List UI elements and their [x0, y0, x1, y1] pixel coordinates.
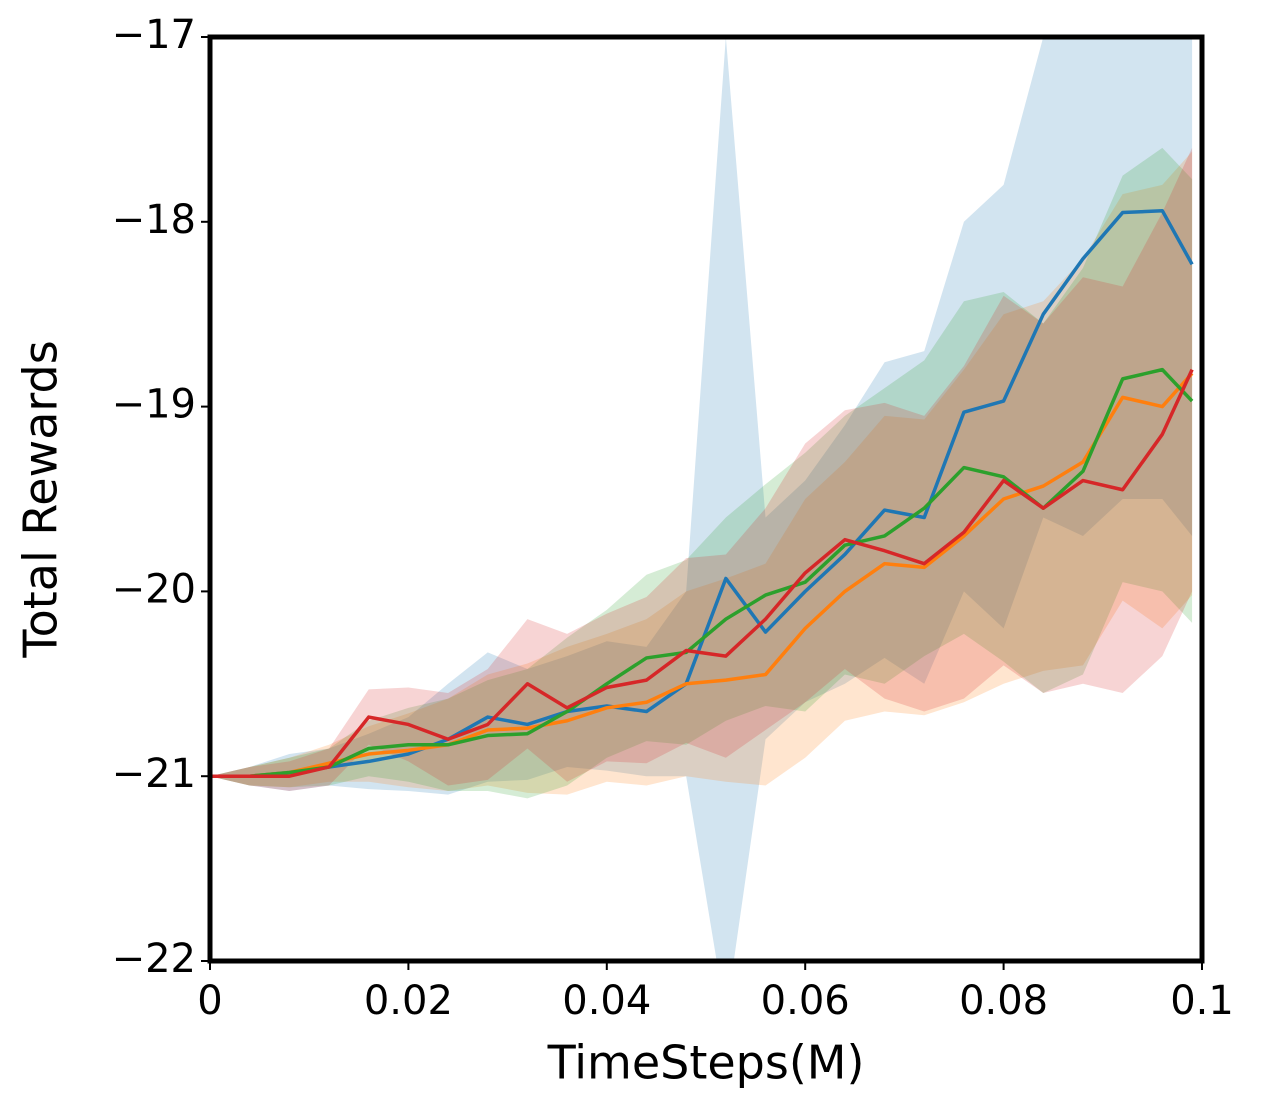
series-line	[210, 208, 1194, 778]
y-tick-label: −20	[112, 566, 196, 612]
band	[210, 147, 1193, 791]
x-tick-label: 0	[197, 978, 222, 1024]
y-tick-label: −19	[112, 382, 196, 428]
band	[210, 147, 1193, 799]
y-axis-label: Total Rewards	[14, 340, 68, 658]
x-tick-label: 0.1	[1170, 978, 1234, 1024]
axes-frame	[207, 34, 1205, 964]
x-tick-label: 0.06	[761, 978, 850, 1024]
y-tick-label: −18	[112, 197, 196, 243]
series-line	[210, 372, 1194, 778]
plot-area	[210, 37, 1194, 961]
series-line	[210, 368, 1194, 778]
y-tick-label: −17	[112, 12, 196, 58]
band	[210, 37, 1193, 961]
x-tick-label: 0.02	[364, 978, 453, 1024]
x-axis-label: TimeSteps(M)	[547, 1036, 865, 1090]
y-tick-label: −21	[112, 751, 196, 797]
x-tick-label: 0.04	[562, 978, 651, 1024]
x-tick-label: 0.08	[959, 978, 1048, 1024]
band	[210, 151, 1193, 795]
y-tick-label: −22	[112, 936, 196, 982]
